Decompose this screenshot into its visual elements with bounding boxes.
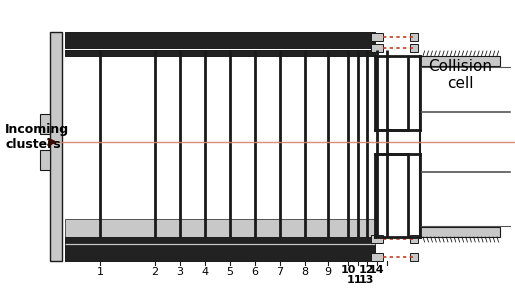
Text: 6: 6 [251,267,259,277]
Bar [50,32,62,261]
Text: 10: 10 [340,265,356,275]
Bar [65,237,375,261]
Text: 8: 8 [301,267,308,277]
Bar [40,114,50,134]
Bar [371,235,383,243]
Text: clusters: clusters [5,137,61,151]
Text: 4: 4 [201,267,209,277]
Text: 1: 1 [96,267,104,277]
Bar [410,235,418,243]
Bar [371,44,383,52]
Text: 2: 2 [151,267,159,277]
Bar [65,237,375,243]
Bar [410,253,418,261]
Text: 7: 7 [277,267,284,277]
Bar [420,56,500,66]
Bar [65,50,375,56]
Text: 14: 14 [369,265,385,275]
Bar [371,253,383,261]
Bar [410,33,418,41]
Text: 13: 13 [358,275,374,285]
Text: 9: 9 [324,267,332,277]
Text: Incoming: Incoming [5,124,69,137]
Text: 3: 3 [177,267,183,277]
Bar [40,150,50,170]
Text: 12: 12 [358,265,374,275]
Text: 11: 11 [346,275,362,285]
Text: 5: 5 [227,267,233,277]
Bar [65,245,375,261]
Bar [371,33,383,41]
Bar [65,219,375,243]
Text: Collision
cell: Collision cell [428,59,492,91]
Bar [65,32,375,48]
Bar [65,245,375,261]
Bar [420,227,500,237]
Bar [65,32,375,48]
Bar [410,44,418,52]
Bar [65,237,375,243]
Bar [65,50,375,56]
